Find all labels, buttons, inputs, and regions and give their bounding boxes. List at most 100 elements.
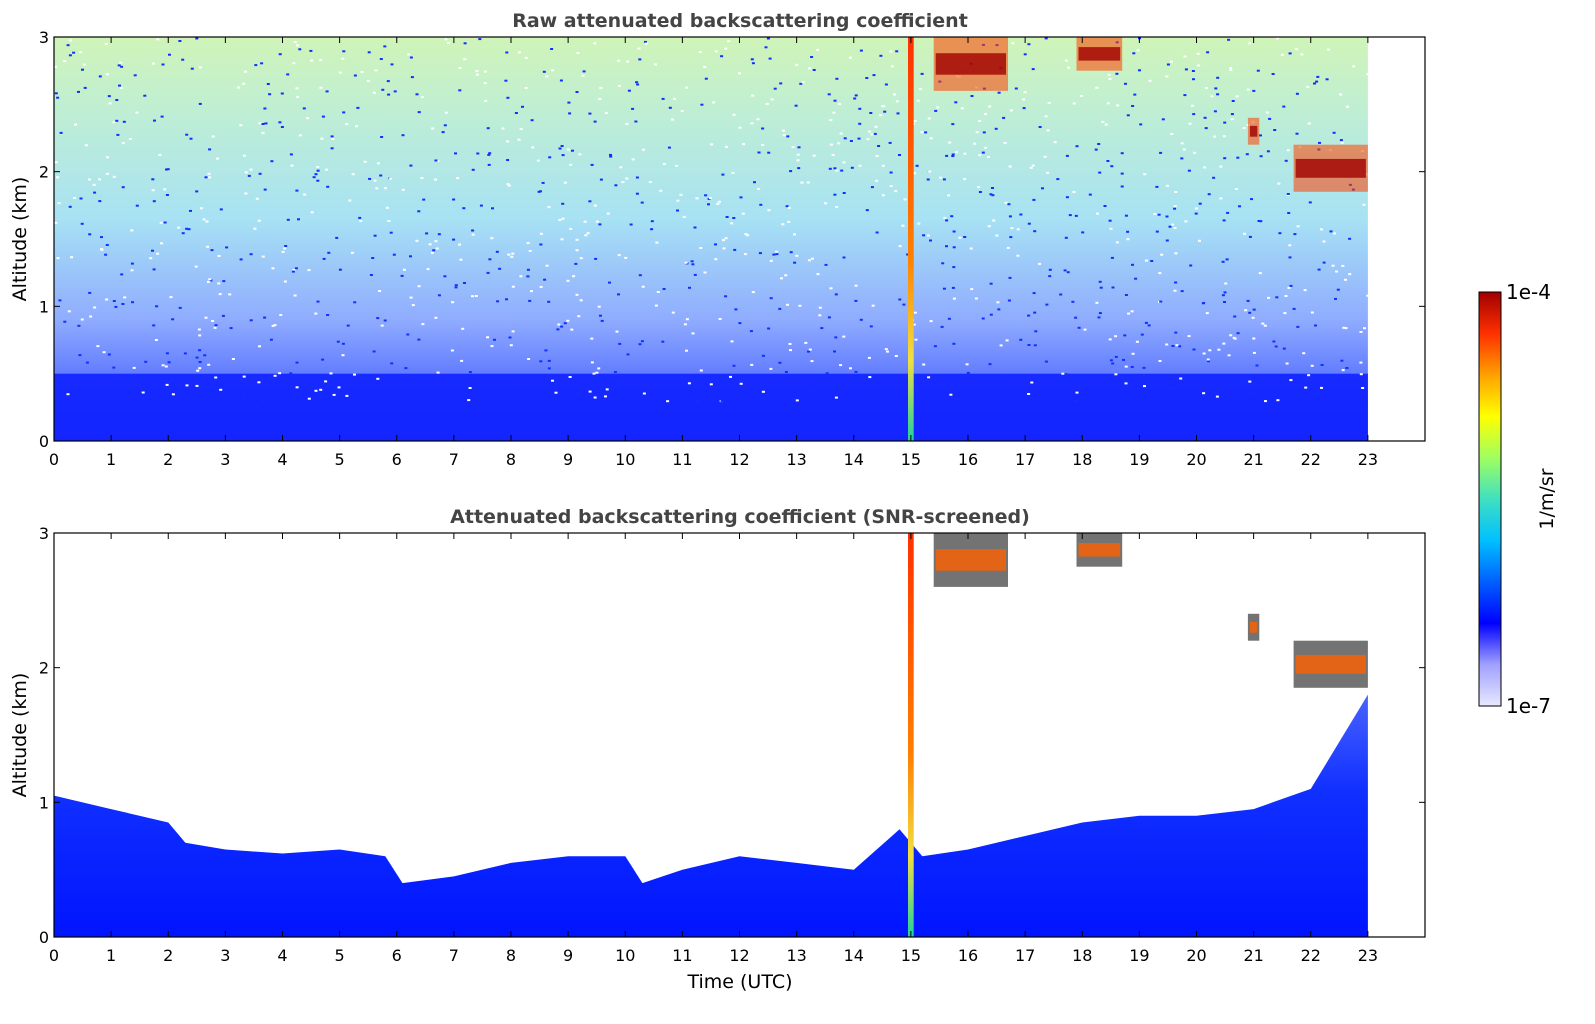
noise-speck xyxy=(738,126,742,129)
noise-speck xyxy=(1202,392,1206,395)
noise-speck xyxy=(974,297,978,300)
noise-speck xyxy=(954,101,958,104)
noise-speck xyxy=(297,218,300,221)
x-tick-label: 2 xyxy=(163,450,173,469)
noise-speck xyxy=(1095,301,1099,304)
noise-speck xyxy=(894,190,898,193)
noise-speck xyxy=(801,81,805,84)
noise-speck xyxy=(605,388,609,391)
noise-speck xyxy=(1223,291,1227,294)
noise-speck xyxy=(1064,373,1068,376)
noise-speck xyxy=(77,324,81,327)
x-tick-label: 18 xyxy=(1072,946,1092,965)
noise-speck xyxy=(1339,93,1343,96)
noise-speck xyxy=(879,114,883,117)
noise-speck xyxy=(421,323,425,326)
noise-speck xyxy=(963,152,967,155)
noise-speck xyxy=(81,68,84,71)
noise-speck xyxy=(989,193,993,196)
noise-speck xyxy=(171,393,175,396)
noise-speck xyxy=(787,206,791,209)
noise-speck xyxy=(625,122,629,125)
noise-speck xyxy=(1294,48,1298,51)
noise-speck xyxy=(999,344,1003,347)
noise-speck xyxy=(316,166,320,168)
noise-speck xyxy=(954,151,958,154)
noise-speck xyxy=(292,62,296,65)
noise-speck xyxy=(920,72,924,75)
noise-speck xyxy=(767,151,771,154)
noise-speck xyxy=(409,296,413,299)
noise-speck xyxy=(870,379,874,382)
noise-speck xyxy=(1033,344,1037,347)
noise-speck xyxy=(1130,310,1134,313)
noise-speck xyxy=(102,351,106,354)
noise-speck xyxy=(1344,327,1348,330)
noise-speck xyxy=(655,241,659,244)
noise-speck xyxy=(1184,220,1188,223)
noise-speck xyxy=(714,258,718,261)
noise-speck xyxy=(853,97,857,100)
noise-speck xyxy=(203,354,207,357)
noise-speck xyxy=(1009,236,1013,239)
noise-speck xyxy=(567,148,570,151)
noise-speck xyxy=(724,295,728,298)
noise-speck xyxy=(524,56,528,59)
noise-speck xyxy=(1140,333,1144,336)
noise-speck xyxy=(1196,52,1200,55)
noise-speck xyxy=(978,191,982,193)
noise-speck xyxy=(1144,321,1148,324)
noise-speck xyxy=(1366,294,1370,297)
noise-speck xyxy=(1189,264,1193,267)
noise-speck xyxy=(506,159,510,161)
noise-speck xyxy=(160,242,163,245)
noise-speck xyxy=(516,385,520,387)
noise-speck xyxy=(593,204,597,207)
noise-speck xyxy=(1045,303,1049,306)
noise-speck xyxy=(434,240,438,243)
noise-speck xyxy=(738,72,741,75)
noise-speck xyxy=(1288,52,1292,55)
noise-speck xyxy=(390,362,394,365)
noise-speck xyxy=(443,275,447,278)
noise-speck xyxy=(1046,129,1050,132)
noise-speck xyxy=(941,262,945,265)
noise-speck xyxy=(889,185,893,188)
noise-speck xyxy=(512,375,516,378)
noise-speck xyxy=(808,348,812,351)
noise-speck xyxy=(348,199,352,202)
noise-speck xyxy=(229,327,233,330)
noise-speck xyxy=(1338,398,1342,401)
noise-speck xyxy=(922,363,926,366)
cloud-patch xyxy=(1247,613,1260,641)
noise-speck xyxy=(597,305,601,308)
noise-speck xyxy=(848,56,852,59)
speckle-noise xyxy=(54,37,1370,403)
noise-speck xyxy=(295,189,299,192)
noise-speck xyxy=(1016,228,1020,231)
noise-speck xyxy=(156,38,160,41)
noise-speck xyxy=(952,246,956,249)
noise-speck xyxy=(1122,358,1125,361)
noise-speck xyxy=(255,197,259,200)
noise-speck xyxy=(1180,142,1184,145)
noise-speck xyxy=(977,186,981,189)
noise-speck xyxy=(374,69,378,72)
noise-speck xyxy=(1019,338,1023,341)
noise-speck xyxy=(724,47,728,50)
noise-speck xyxy=(1009,109,1013,112)
noise-speck xyxy=(72,385,76,388)
noise-speck xyxy=(568,376,572,378)
noise-speck xyxy=(1047,102,1051,104)
noise-speck xyxy=(1316,390,1319,393)
noise-speck xyxy=(112,121,116,124)
noise-speck xyxy=(372,91,376,94)
noise-speck xyxy=(1192,113,1196,116)
noise-speck xyxy=(868,378,872,381)
noise-speck xyxy=(1065,154,1069,157)
noise-speck xyxy=(1008,165,1012,168)
noise-speck xyxy=(1145,259,1148,262)
noise-speck xyxy=(93,191,97,194)
noise-speck xyxy=(1008,215,1012,218)
noise-speck xyxy=(1320,364,1324,366)
